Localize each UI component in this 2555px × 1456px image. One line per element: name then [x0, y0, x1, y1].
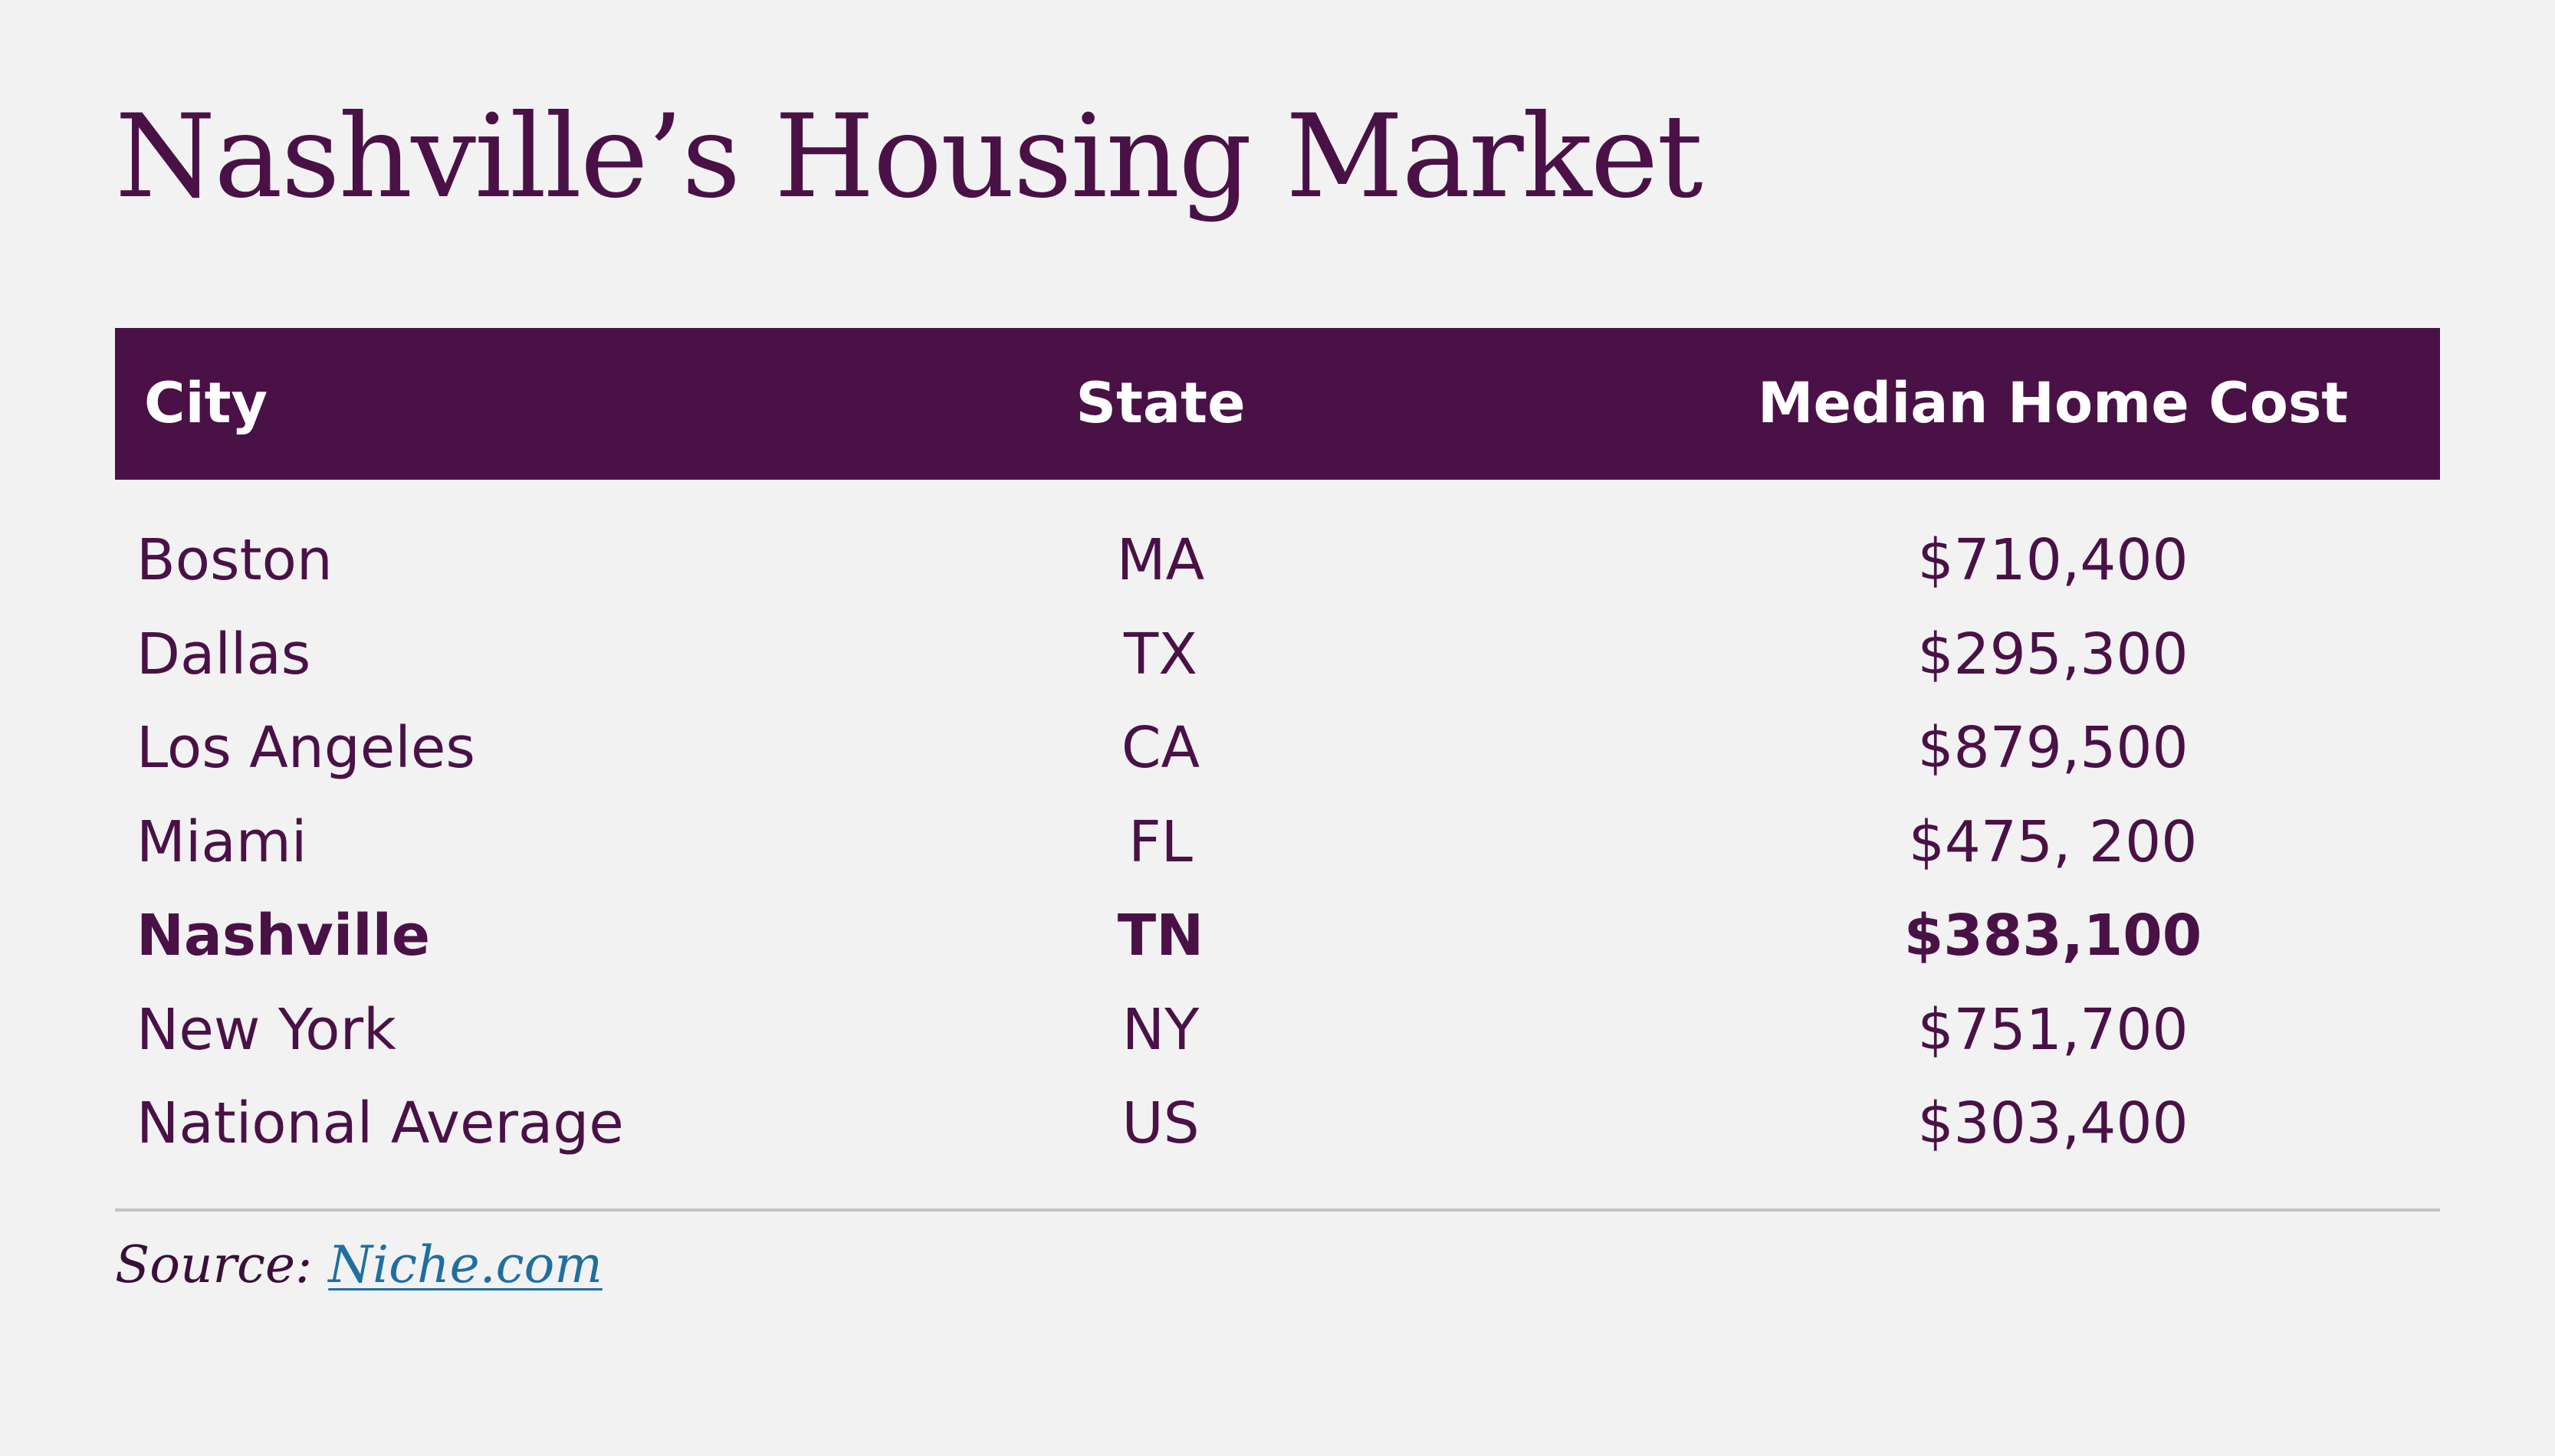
table-row: National Average US $303,400 [115, 1077, 2440, 1171]
table-body: Boston MA $710,400 Dallas TX $295,300 Los Ange… [115, 480, 2440, 1218]
table-row: Nashville TN $383,100 [115, 889, 2440, 983]
table-row: Los Angeles CA $879,500 [115, 701, 2440, 795]
source-note: Source: Niche.com [115, 1235, 603, 1294]
cell-city: Boston [136, 527, 333, 593]
cell-city: Dallas [136, 621, 311, 687]
cell-city: Los Angeles [136, 715, 475, 781]
cell-city: Miami [136, 808, 307, 875]
source-link[interactable]: Niche.com [328, 1235, 603, 1294]
table-row: Miami FL $475, 200 [115, 795, 2440, 890]
table-header: City State Median Home Cost [115, 328, 2440, 480]
table-row: Boston MA $710,400 [115, 513, 2440, 608]
cell-city: Nashville [136, 903, 431, 969]
column-header-city: City [144, 371, 268, 436]
divider [115, 1208, 2440, 1212]
housing-table: City State Median Home Cost Boston MA $710… [115, 328, 2440, 1218]
table-row: New York NY $751,700 [115, 983, 2440, 1077]
cell-city: National Average [136, 1090, 624, 1156]
page-title: Nashville’s Housing Market [115, 90, 1703, 224]
source-label: Source: [115, 1235, 313, 1294]
table-row: Dallas TX $295,300 [115, 608, 2440, 702]
cell-city: New York [136, 996, 396, 1063]
